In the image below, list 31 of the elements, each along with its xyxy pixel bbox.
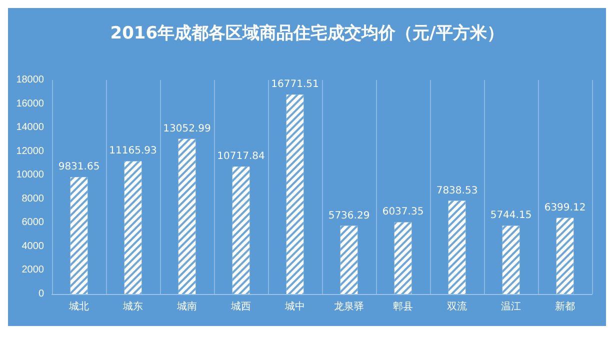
y-tick-label: 8000: [22, 193, 44, 204]
y-tick-label: 18000: [16, 74, 44, 86]
data-label: 13052.99: [163, 123, 211, 134]
data-label: 6037.35: [382, 206, 424, 218]
data-label: 6399.12: [544, 202, 586, 214]
x-tick-label: 城北: [68, 300, 89, 312]
y-tick-label: 4000: [22, 240, 44, 252]
data-label: 11165.93: [109, 146, 157, 157]
data-label: 5736.29: [328, 210, 370, 222]
data-label: 7838.53: [436, 185, 478, 196]
x-tick-label: 新都: [555, 300, 575, 312]
y-tick-label: 12000: [16, 146, 44, 157]
x-tick-label: 温江: [501, 300, 521, 312]
data-label: 5744.15: [490, 210, 532, 222]
y-tick-label: 16000: [16, 98, 44, 110]
data-label: 10717.84: [217, 151, 265, 162]
x-tick-label: 双流: [447, 300, 467, 312]
x-tick-label: 郫县: [393, 300, 413, 312]
y-tick-label: 10000: [16, 170, 44, 181]
x-tick-label: 城南: [176, 300, 197, 312]
y-tick-label: 6000: [22, 217, 44, 228]
chart-title: 2016年成都各区域商品住宅成交均价（元/平方米）: [110, 24, 504, 44]
y-tick-label: 2000: [22, 264, 44, 276]
data-label: 9831.65: [58, 162, 100, 173]
data-label: 16771.51: [271, 79, 319, 90]
x-tick-label: 城西: [230, 300, 251, 312]
x-tick-label: 城东: [122, 300, 143, 312]
x-tick-label: 城中: [284, 300, 305, 312]
y-tick-label: 0: [38, 288, 44, 300]
x-tick-label: 龙泉驿: [334, 300, 364, 312]
y-tick-label: 14000: [16, 122, 44, 134]
